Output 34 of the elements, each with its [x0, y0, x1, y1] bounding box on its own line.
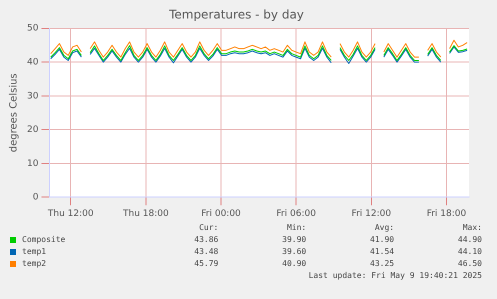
text: 45.79: [193, 258, 220, 270]
x-tick-label: Fri 06:00: [276, 208, 316, 219]
text: 41.90: [369, 234, 396, 246]
text: Cur:: [198, 222, 220, 234]
text: Min:: [286, 222, 308, 234]
y-tick-label: 0: [32, 192, 39, 203]
legend-label: Composite: [22, 235, 66, 244]
text: 41.54: [369, 246, 396, 258]
legend-label: temp1: [22, 247, 46, 256]
y-tick-label: 40: [27, 58, 39, 68]
text: Last update: Fri May 9 19:40:21 2025: [308, 270, 482, 282]
y-tick-label: 30: [27, 91, 39, 102]
legend-label: temp2: [22, 259, 46, 268]
text: 44.10: [456, 246, 483, 258]
y-axis-title: degrees Celsius: [8, 73, 20, 152]
text: 40.90: [281, 258, 308, 270]
text: 44.90: [456, 234, 483, 246]
x-tick-label: Fri 18:00: [426, 208, 466, 219]
x-tick-label: Fri 12:00: [352, 208, 392, 219]
text: Max:: [462, 222, 483, 234]
text: 39.60: [281, 246, 308, 258]
text: 43.86: [193, 234, 220, 246]
text: 46.50: [456, 258, 483, 270]
chart-title: Temperatures - by day: [168, 7, 304, 22]
y-tick-label: 50: [27, 24, 39, 34]
x-tick-label: Thu 18:00: [122, 208, 170, 219]
y-tick-label: 20: [27, 125, 39, 136]
text: 43.48: [193, 246, 220, 258]
text: 43.25: [369, 258, 396, 270]
x-tick-label: Thu 12:00: [46, 208, 94, 219]
text: Avg:: [374, 222, 396, 234]
y-tick-label: 10: [27, 158, 39, 169]
text: 39.90: [281, 234, 308, 246]
x-tick-label: Fri 00:00: [201, 208, 242, 219]
